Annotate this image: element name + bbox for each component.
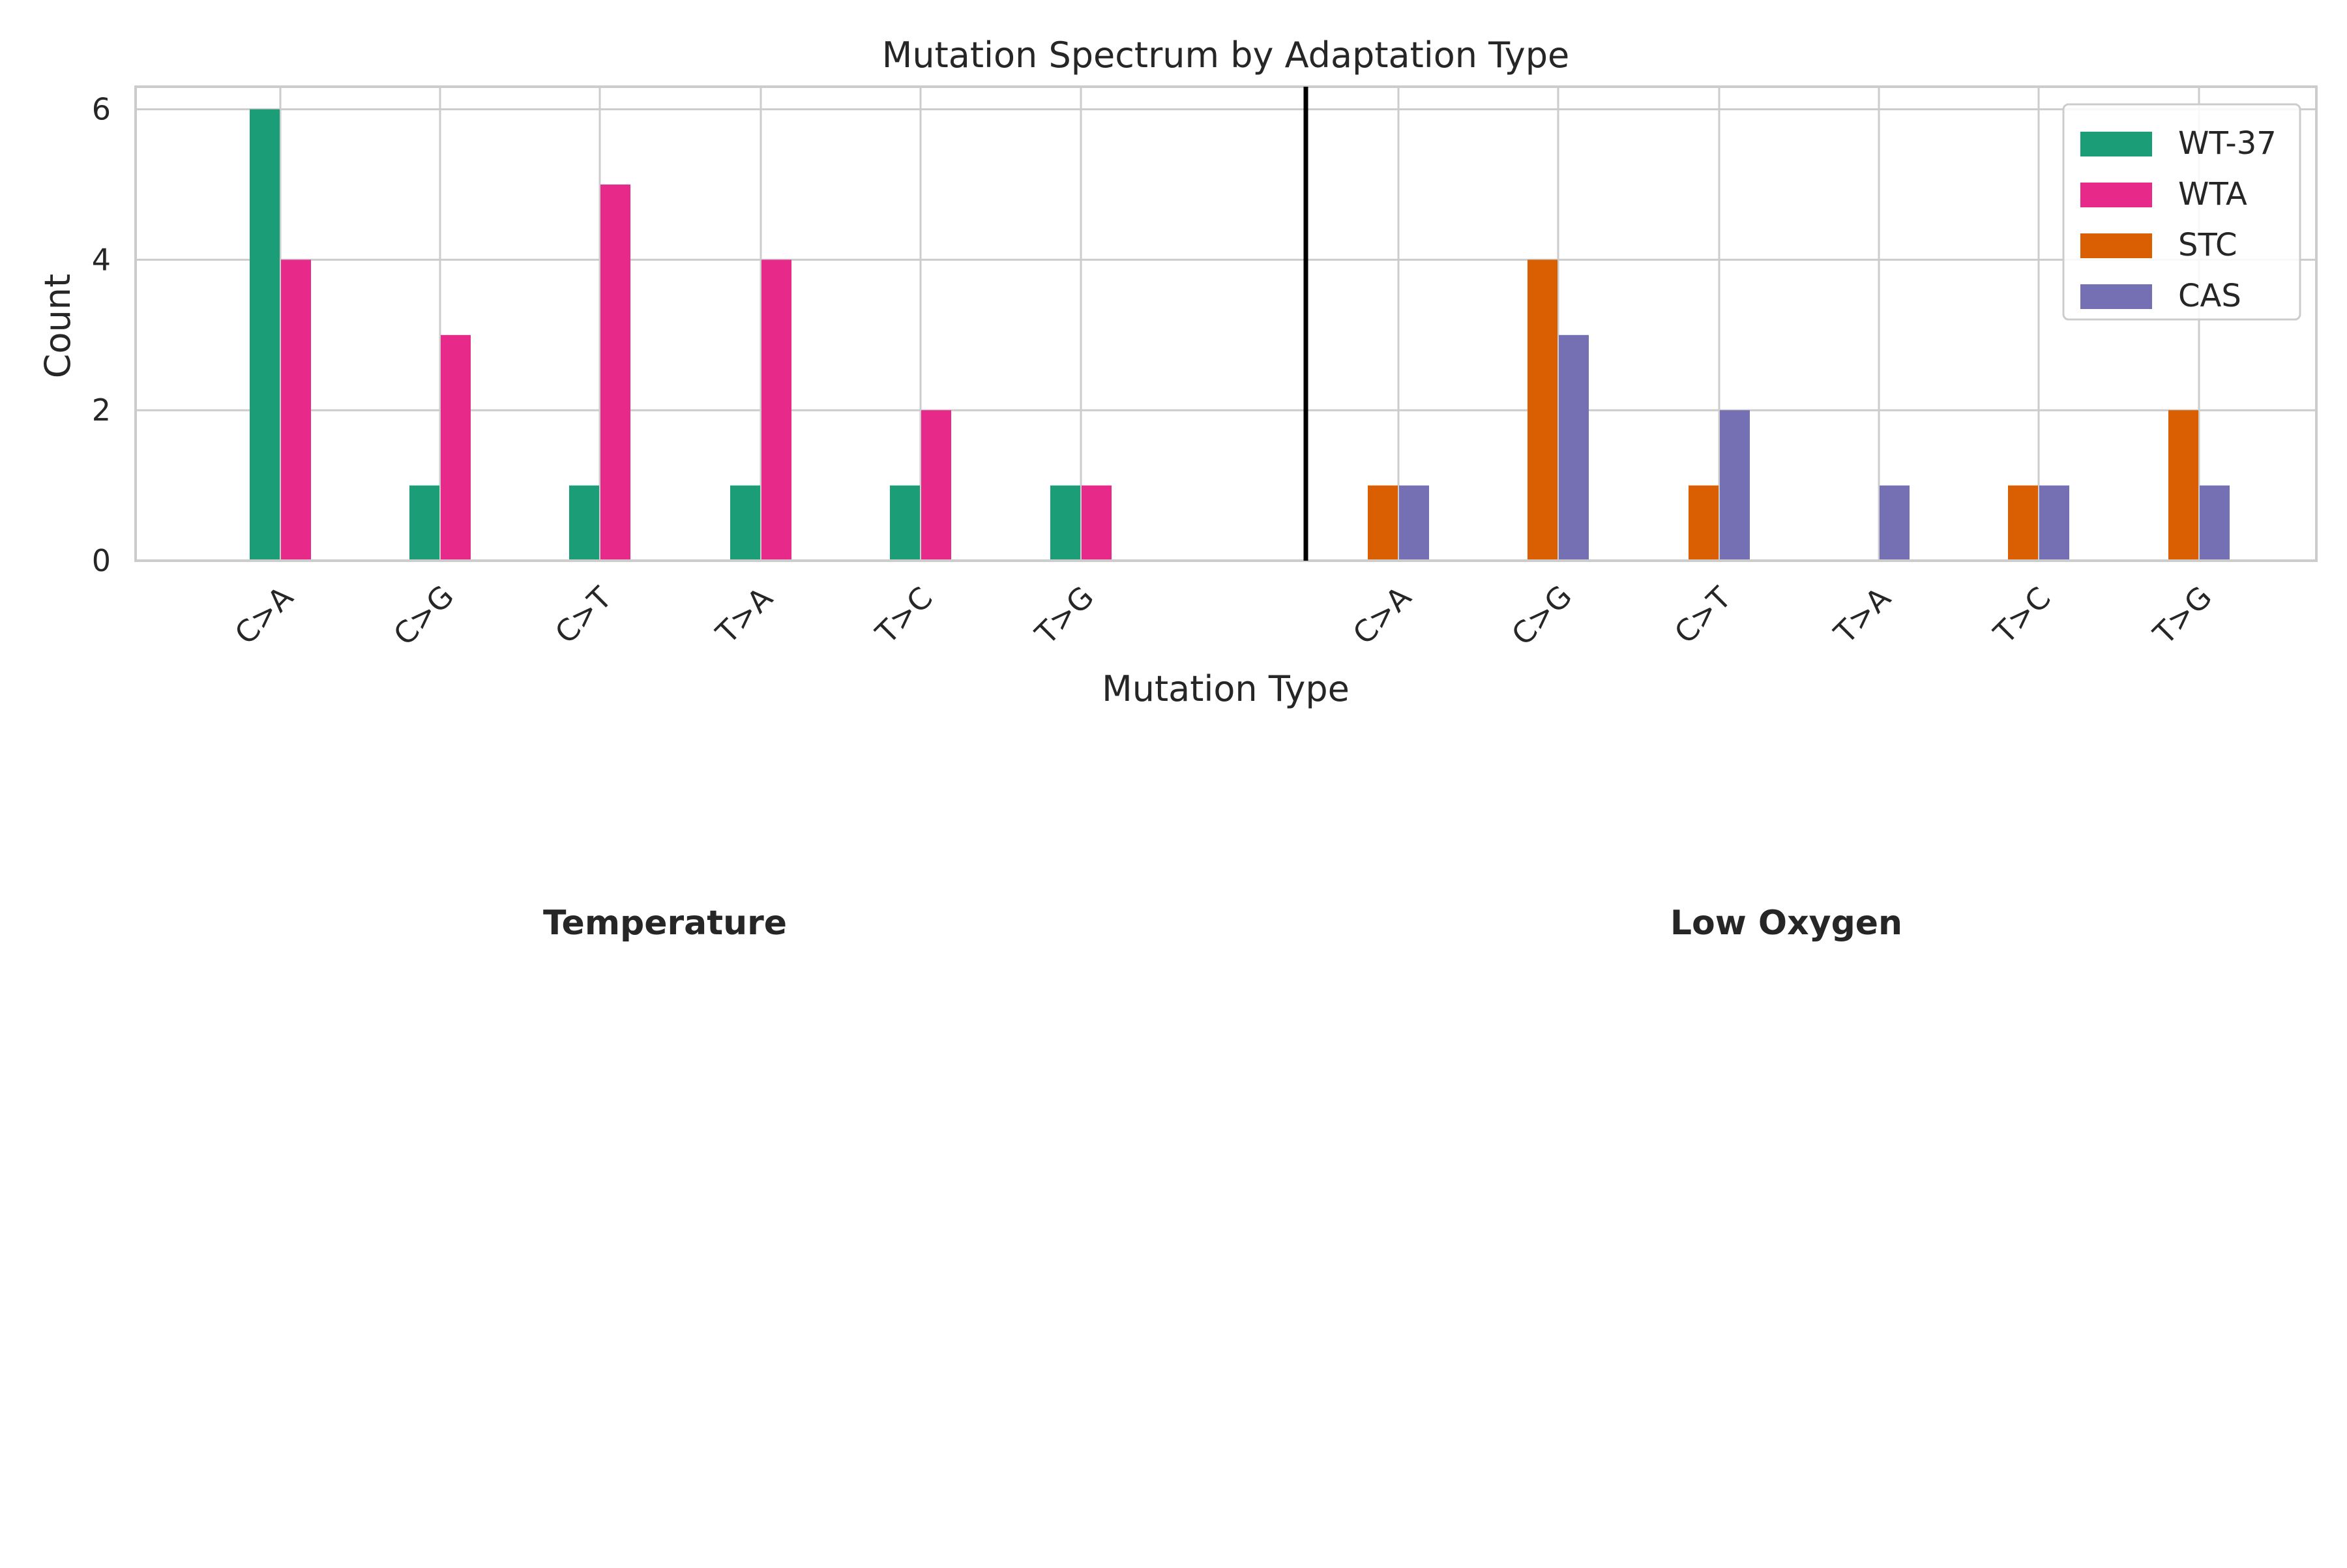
bar-cas-3 [1880, 486, 1910, 561]
x-tick-label: C>A [228, 579, 300, 651]
x-tick-label: C>A [1346, 579, 1418, 651]
bar-wt-37-1 [409, 486, 439, 561]
y-tick-label: 4 [92, 242, 111, 277]
chart-title: Mutation Spectrum by Adaptation Type [882, 35, 1569, 76]
bar-cas-2 [1720, 410, 1750, 561]
y-axis-label: Count [37, 274, 78, 378]
y-tick-label: 6 [92, 92, 111, 127]
legend-swatch-stc [2080, 233, 2152, 258]
bar-stc-5 [2168, 410, 2198, 561]
legend-label-cas: CAS [2178, 278, 2241, 314]
group-label-0: Temperature [543, 904, 787, 943]
bar-wta-0 [281, 259, 311, 561]
legend-label-wt-37: WT-37 [2178, 125, 2277, 162]
bar-stc-2 [1689, 486, 1719, 561]
x-axis-label: Mutation Type [1102, 668, 1350, 709]
y-tick-label: 0 [92, 543, 111, 578]
legend-swatch-cas [2080, 284, 2152, 309]
bar-wt-37-3 [730, 486, 760, 561]
x-tick-label: T>C [1986, 580, 2058, 651]
bar-cas-0 [1399, 486, 1429, 561]
x-tick-label: C>G [1505, 578, 1578, 652]
bar-wta-3 [761, 259, 791, 561]
x-tick-label: C>G [387, 578, 460, 652]
bar-wta-1 [441, 335, 471, 561]
x-tick-label: T>C [868, 580, 939, 651]
bar-wta-4 [921, 410, 951, 561]
bar-stc-0 [1368, 486, 1398, 561]
x-tick-label: C>T [548, 580, 619, 651]
legend-label-stc: STC [2178, 227, 2237, 263]
bar-cas-4 [2039, 486, 2069, 561]
legend-swatch-wt-37 [2080, 132, 2152, 156]
x-tick-label: T>A [1827, 580, 1898, 651]
bar-stc-4 [2008, 486, 2038, 561]
group-label-1: Low Oxygen [1670, 904, 1902, 943]
x-tick-label: T>G [1028, 579, 1100, 651]
x-tick-label: T>A [709, 580, 780, 651]
legend: WT-37 WTA STC CAS [2063, 104, 2300, 319]
legend-swatch-wta [2080, 183, 2152, 207]
legend-label-wta: WTA [2178, 176, 2247, 213]
bar-cas-5 [2200, 486, 2230, 561]
bar-wt-37-5 [1050, 486, 1080, 561]
x-tick-label: T>G [2146, 579, 2219, 651]
bar-wt-37-0 [250, 110, 280, 561]
y-tick-label: 2 [92, 392, 111, 428]
bar-stc-1 [1528, 259, 1557, 561]
x-tick-label: C>T [1668, 580, 1739, 651]
bar-wt-37-4 [890, 486, 920, 561]
bar-wta-2 [600, 185, 630, 561]
bar-wta-5 [1082, 486, 1112, 561]
bar-cas-1 [1559, 335, 1589, 561]
bar-wt-37-2 [569, 486, 599, 561]
